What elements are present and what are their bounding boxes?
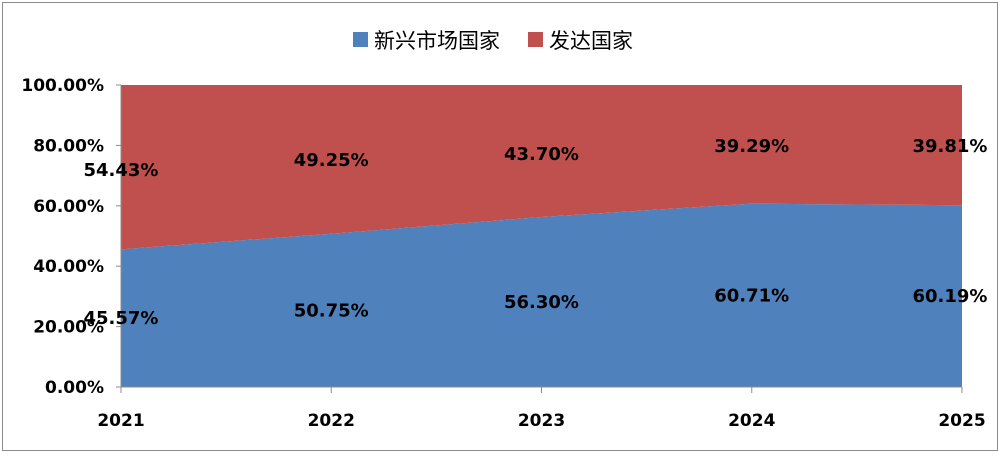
- data-label-emerging: 56.30%: [504, 292, 579, 313]
- x-tick-label: 2022: [308, 411, 355, 431]
- data-label-developed: 54.43%: [84, 160, 159, 181]
- legend-label-developed: 发达国家: [549, 29, 633, 53]
- data-label-emerging: 60.19%: [913, 286, 988, 307]
- x-tick-label: 2024: [728, 411, 775, 431]
- area-series-developed: [121, 85, 962, 250]
- axes: 0.00% 20.00% 40.00% 60.00% 80.00% 100.00% 2021…: [21, 76, 985, 431]
- y-tick-label: 60.00%: [33, 197, 104, 217]
- x-tick-label: 2025: [938, 411, 985, 431]
- data-label-developed: 49.25%: [294, 150, 369, 171]
- legend-swatch-emerging: [353, 32, 368, 47]
- y-tick-label: 100.00%: [21, 76, 104, 96]
- y-tick-label: 40.00%: [33, 257, 104, 277]
- y-tick-label: 80.00%: [33, 136, 104, 156]
- data-label-developed: 39.29%: [714, 136, 789, 157]
- legend-swatch-developed: [528, 32, 543, 47]
- x-tick-label: 2021: [97, 411, 144, 431]
- data-label-developed: 43.70%: [504, 144, 579, 165]
- y-tick-label: 20.00%: [33, 318, 104, 338]
- data-label-developed: 39.81%: [913, 136, 988, 157]
- data-label-emerging: 60.71%: [714, 285, 789, 306]
- data-labels: 45.57% 54.43% 50.75% 49.25% 56.30% 43.70% 60.7…: [84, 136, 988, 329]
- area-series-emerging: [121, 203, 962, 387]
- plot-areas: [121, 85, 962, 387]
- x-tick-label: 2023: [518, 411, 565, 431]
- legend: 新兴市场国家 发达国家: [353, 29, 633, 53]
- y-tick-label: 0.00%: [45, 378, 104, 398]
- data-label-emerging: 50.75%: [294, 300, 369, 321]
- data-label-emerging: 45.57%: [84, 308, 159, 329]
- legend-label-emerging: 新兴市场国家: [374, 29, 500, 53]
